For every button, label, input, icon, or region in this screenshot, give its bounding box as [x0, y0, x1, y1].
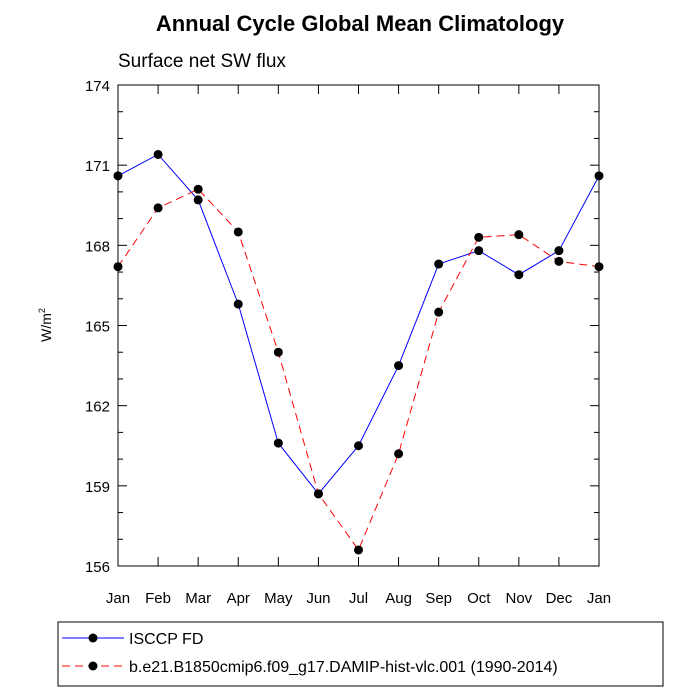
series-2-point [554, 256, 564, 266]
series-2-point [113, 262, 123, 272]
legend-marker-series-1 [88, 633, 98, 643]
series-1-point [354, 441, 363, 451]
series-2-point [354, 545, 363, 555]
series-1-point [514, 270, 524, 280]
y-tick-label: 168 [85, 238, 110, 255]
legend-label-series-2: b.e21.B1850cmip6.f09_g17.DAMIP-hist-vlc.… [129, 659, 558, 676]
plot-area [113, 84, 604, 567]
series-1-point [113, 171, 123, 181]
series-1-point [193, 195, 203, 205]
series-2-point [394, 449, 404, 459]
x-tick-label: Oct [467, 590, 491, 607]
y-tick-label: 174 [85, 78, 110, 95]
x-tick-label: Dec [546, 590, 573, 607]
x-tick-label: Jan [587, 590, 611, 607]
series-1-point [474, 246, 484, 256]
series-2-point [233, 227, 243, 237]
legend: ISCCP FD b.e21.B1850cmip6.f09_g17.DAMIP-… [57, 621, 664, 687]
series-1-point [594, 171, 604, 181]
legend-label-series-1: ISCCP FD [129, 631, 203, 648]
series-lines [117, 153, 600, 551]
chart-subtitle: Surface net SW flux [118, 51, 286, 72]
x-tick-label: May [264, 590, 293, 607]
series-1-point [434, 259, 444, 269]
x-tick-label: Jul [349, 590, 368, 607]
legend-box [57, 621, 664, 687]
series-2-point [514, 230, 524, 240]
x-tick-label: Aug [385, 590, 412, 607]
series-2-point [273, 347, 283, 357]
x-tick-label: Sep [425, 590, 452, 607]
x-tick-label: Mar [185, 590, 211, 607]
series-2-point [313, 489, 323, 499]
x-tick-label: Jun [306, 590, 330, 607]
y-tick-labels: 156 159 162 165 168 171 174 [85, 78, 110, 576]
axis-ticks [117, 84, 600, 567]
series-1-point [273, 438, 283, 448]
x-tick-label: Feb [145, 590, 171, 607]
x-tick-label: Apr [227, 590, 250, 607]
y-axis-label: W/m2 [37, 308, 54, 342]
series-2-point [594, 262, 604, 272]
y-tick-label: 162 [85, 399, 110, 416]
chart-title: Annual Cycle Global Mean Climatology [156, 11, 565, 36]
y-tick-label: 171 [85, 158, 110, 175]
series-2-point [193, 184, 203, 194]
series-1-point [554, 246, 564, 256]
y-tick-label: 159 [85, 479, 110, 496]
series-points [113, 149, 604, 555]
y-tick-label: 165 [85, 319, 110, 336]
x-tick-label: Nov [505, 590, 532, 607]
x-tick-labels: Jan Feb Mar Apr May Jun Jul Aug Sep Oct Nov Dec Jan [106, 590, 611, 607]
series-1-point [394, 361, 404, 371]
series-2-point [474, 232, 484, 242]
series-1-point [153, 149, 163, 159]
y-tick-label: 156 [85, 559, 110, 576]
series-1-point [233, 299, 243, 309]
series-2-point [153, 203, 163, 213]
legend-marker-series-2 [88, 661, 98, 671]
x-tick-label: Jan [106, 590, 130, 607]
series-2-point [434, 307, 444, 317]
series-line-2 [117, 188, 600, 551]
plot-frame [117, 84, 600, 567]
